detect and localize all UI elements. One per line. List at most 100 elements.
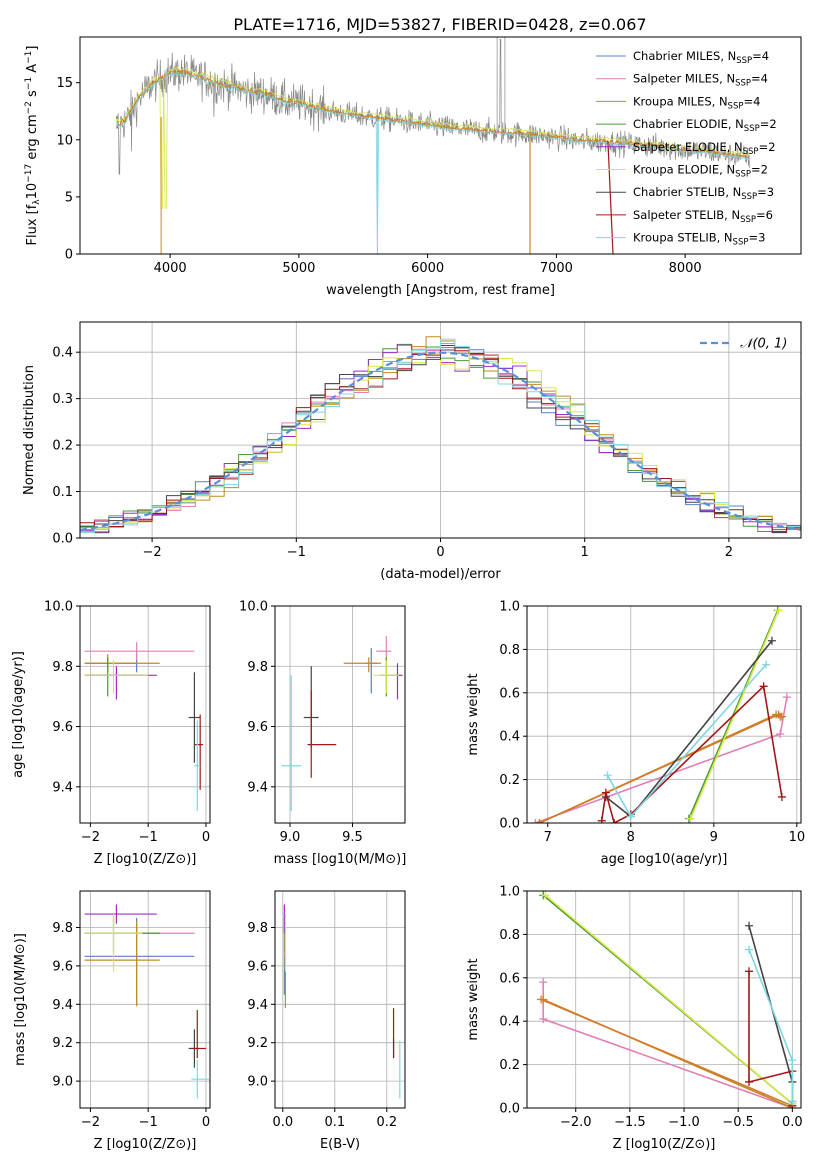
x-tick-label: 9.5 xyxy=(342,830,363,845)
mass-weight-vs-age-panel: 7 8 9 10 0.0 0.2 0.4 0.6 0.8 1.0 age [log10(age/yr… xyxy=(466,600,805,868)
y-axis-label: mass [log10(M/M⊙)] xyxy=(13,933,28,1066)
histogram-kroupa-stelib xyxy=(80,338,801,538)
age-vs-mass-panel: 9.0 9.5 9.4 9.6 9.8 10.0 mass [log10(M/M⊙)] xyxy=(239,600,406,868)
label-part: 10 xyxy=(25,183,40,200)
y-axis-label: mass weight xyxy=(466,673,481,755)
y-tick-label: 5 xyxy=(65,190,73,205)
series-marker xyxy=(767,636,776,645)
series-orange_combo xyxy=(535,710,786,823)
y-tick-label: 9.4 xyxy=(52,780,73,795)
x-axis-label: age [log10(age/yr)] xyxy=(601,852,728,867)
y-tick-label: 9.8 xyxy=(247,660,268,675)
y-tick-label: 0.6 xyxy=(499,686,520,701)
label-part: ] xyxy=(25,46,40,51)
x-axis-label: mass [log10(M/M⊙)] xyxy=(274,852,407,867)
legend-entry-label: Chabrier ELODIE, NSSP=2 xyxy=(633,117,777,134)
x-tick-label: −2 xyxy=(81,1115,100,1130)
weight-plot xyxy=(531,606,791,823)
series-marker xyxy=(626,812,635,821)
errorbar-plot xyxy=(283,904,401,1099)
x-tick-label: −1 xyxy=(139,1115,158,1130)
series-marker xyxy=(541,891,550,900)
legend-entry-label: 𝒩(0, 1) xyxy=(740,337,787,352)
model-drop-line xyxy=(607,140,614,254)
legend-sub: SSP xyxy=(728,101,744,111)
legend-name: Chabrier ELODIE, N xyxy=(633,117,744,131)
y-tick-label: 0.2 xyxy=(499,773,520,788)
x-tick-label: 1 xyxy=(581,545,589,560)
label-part: −1 xyxy=(24,51,34,64)
y-tick-label: 9.6 xyxy=(52,720,73,735)
series-line xyxy=(748,949,794,1102)
series-marker xyxy=(539,1015,548,1024)
legend-name: Kroupa ELODIE, N xyxy=(633,163,735,177)
legend-value: =3 xyxy=(757,185,774,199)
legend-entry-label: Salpeter ELODIE, NSSP=2 xyxy=(633,140,776,157)
y-tick-label: 0.8 xyxy=(499,928,520,943)
errorbar-plot xyxy=(281,636,403,811)
x-tick-label: −1 xyxy=(139,830,158,845)
label-part: λ xyxy=(32,199,42,205)
x-tick-label: 8000 xyxy=(669,261,702,276)
y-tick-label: 1.0 xyxy=(499,600,520,615)
y-tick-label: 0.4 xyxy=(499,1015,520,1030)
data-point-kroupa-miles xyxy=(343,657,382,673)
y-axis-label: Flux [fλ​10−17​ erg cm−2​ s−1​ A−1​] xyxy=(24,46,42,246)
residuals-panel: −2 −1 0 1 2 0.0 0.1 0.2 0.3 0.4 (data-model)/error… xyxy=(22,321,802,582)
y-tick-label: 0.6 xyxy=(499,971,520,986)
legend-value: =4 xyxy=(743,94,760,108)
legend-sub: SSP xyxy=(740,215,756,225)
series-marker xyxy=(531,819,540,823)
series-marker xyxy=(759,682,768,691)
legend-sub: SSP xyxy=(741,192,757,202)
y-tick-label: 0.0 xyxy=(52,532,73,547)
y-axis-label: age [log10(age/yr)] xyxy=(11,651,26,778)
data-point-salpeter-elodie xyxy=(84,666,157,700)
label-part: s xyxy=(25,90,40,101)
legend-sub: SSP xyxy=(736,56,752,66)
data-point-salpeter-elodie xyxy=(392,663,403,700)
series-kroupa-stelib xyxy=(745,945,797,1106)
series-marker xyxy=(603,771,612,780)
legend-name: Chabrier MILES, N xyxy=(633,49,736,63)
series-marker xyxy=(745,945,754,954)
mass-weight-vs-metallicity-panel: −2.0 −1.5 −1.0 −0.5 0.0 0.0 0.2 0.4 0.6 0.8 1.0 Z [… xyxy=(466,885,803,1153)
x-tick-label: 0.2 xyxy=(376,1115,397,1130)
data-point-chabrier-stelib xyxy=(188,672,201,763)
series-kroupa-stelib xyxy=(603,660,771,821)
axes-frame xyxy=(79,890,211,1109)
data-point-kroupa-stelib xyxy=(191,1059,209,1099)
series-line xyxy=(600,684,783,823)
label-part: erg cm xyxy=(25,114,40,163)
data-point-kroupa-stelib xyxy=(281,675,302,811)
y-tick-label: 0.0 xyxy=(499,817,520,832)
x-tick-label: 10 xyxy=(789,830,806,845)
x-tick-label: 0.1 xyxy=(324,1115,345,1130)
data-point-kroupa-elodie xyxy=(373,660,399,694)
legend-sub: SSP xyxy=(744,124,760,134)
gridlines xyxy=(527,605,801,824)
legend-value: =6 xyxy=(756,208,773,222)
y-tick-label: 0.4 xyxy=(52,346,73,361)
x-tick-label: −2 xyxy=(143,545,162,560)
gridlines xyxy=(80,891,210,1108)
spectrum-plot xyxy=(115,37,750,254)
y-tick-label: 9.6 xyxy=(247,720,268,735)
y-tick-label: 0.8 xyxy=(499,643,520,658)
y-tick-label: 15 xyxy=(56,76,73,91)
y-tick-label: 9.6 xyxy=(52,959,73,974)
y-tick-label: 9.4 xyxy=(52,998,73,1013)
legend-value: =3 xyxy=(748,231,765,245)
axes-frame xyxy=(274,890,406,1109)
series-line xyxy=(542,982,793,1108)
series-marker xyxy=(537,995,546,1004)
x-axis-label: Z [log10(Z/Z⊙)] xyxy=(94,1137,197,1152)
data-point-chabrier-miles xyxy=(84,917,195,1005)
gridlines xyxy=(275,891,405,1108)
x-tick-label: 0.0 xyxy=(782,1115,803,1130)
legend-sub: SSP xyxy=(733,238,749,248)
x-tick-label: −1 xyxy=(287,545,306,560)
legend-name: Salpeter STELIB, N xyxy=(633,208,740,222)
data-point-kroupa-miles xyxy=(84,921,160,1007)
data-point-salpeter-miles xyxy=(376,636,392,682)
